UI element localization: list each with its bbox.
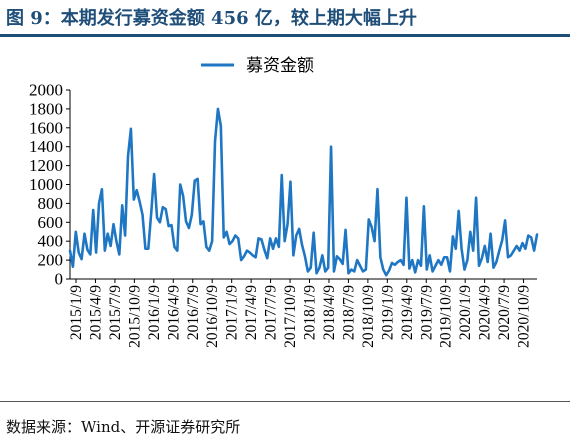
source-rule (0, 401, 570, 402)
x-tick-label: 2016/10/9 (204, 285, 221, 348)
x-tick-label: 2020/4/9 (477, 285, 494, 340)
y-tick-label: 400 (38, 232, 64, 251)
y-tick-label: 800 (38, 194, 64, 213)
y-tick-label: 2000 (29, 81, 63, 100)
x-tick-label: 2016/4/9 (165, 285, 182, 340)
x-tick-label: 2019/7/9 (418, 285, 435, 340)
y-tick-label: 1200 (29, 156, 63, 175)
y-tick-label: 1800 (29, 99, 63, 118)
x-tick-label: 2020/1/9 (457, 285, 474, 340)
series-line-募资金额 (68, 107, 539, 277)
y-tick-label: 0 (55, 270, 64, 289)
y-tick-label: 1400 (29, 137, 63, 156)
y-tick-label: 200 (38, 251, 64, 270)
y-tick-label: 1000 (29, 175, 63, 194)
title-rule (0, 34, 570, 37)
plot-area (68, 107, 539, 277)
x-tick-label: 2020/7/9 (496, 285, 513, 340)
line-chart: 募资金额 02004006008001000120014001600180020… (29, 56, 539, 348)
legend: 募资金额 (201, 56, 314, 76)
x-tick-label: 2018/7/9 (340, 285, 357, 340)
x-tick-label: 2015/7/9 (107, 285, 124, 340)
x-tick-label: 2016/1/9 (146, 285, 163, 340)
x-tick-label: 2017/10/9 (282, 285, 299, 348)
x-tick-label: 2015/4/9 (87, 285, 104, 340)
x-tick-label: 2017/7/9 (263, 285, 280, 340)
x-tick-label: 2020/10/9 (516, 285, 533, 348)
x-tick-label: 2018/1/9 (302, 285, 319, 340)
chart-title: 图 9：本期发行募资金额 456 亿，较上期大幅上升 (6, 8, 417, 29)
legend-label: 募资金额 (246, 56, 314, 76)
x-tick-label: 2018/4/9 (321, 285, 338, 340)
x-tick-label: 2015/1/9 (68, 285, 85, 340)
y-tick-label: 600 (38, 213, 64, 232)
x-tick-label: 2019/1/9 (379, 285, 396, 340)
x-tick-label: 2016/7/9 (185, 285, 202, 340)
x-tick-label: 2018/10/9 (360, 285, 377, 348)
x-tick-label: 2019/10/9 (438, 285, 455, 348)
x-tick-label: 2017/1/9 (224, 285, 241, 340)
x-axis: 2015/1/9 2015/4/9 2015/7/9 2015/10/9 2016/1/… (68, 278, 537, 348)
x-tick-label: 2015/10/9 (126, 285, 143, 348)
x-tick-label: 2019/4/9 (399, 285, 416, 340)
y-tick-label: 1600 (29, 118, 63, 137)
source-note: 数据来源：Wind、开源证券研究所 (6, 418, 241, 436)
x-tick-label: 2017/4/9 (243, 285, 260, 340)
